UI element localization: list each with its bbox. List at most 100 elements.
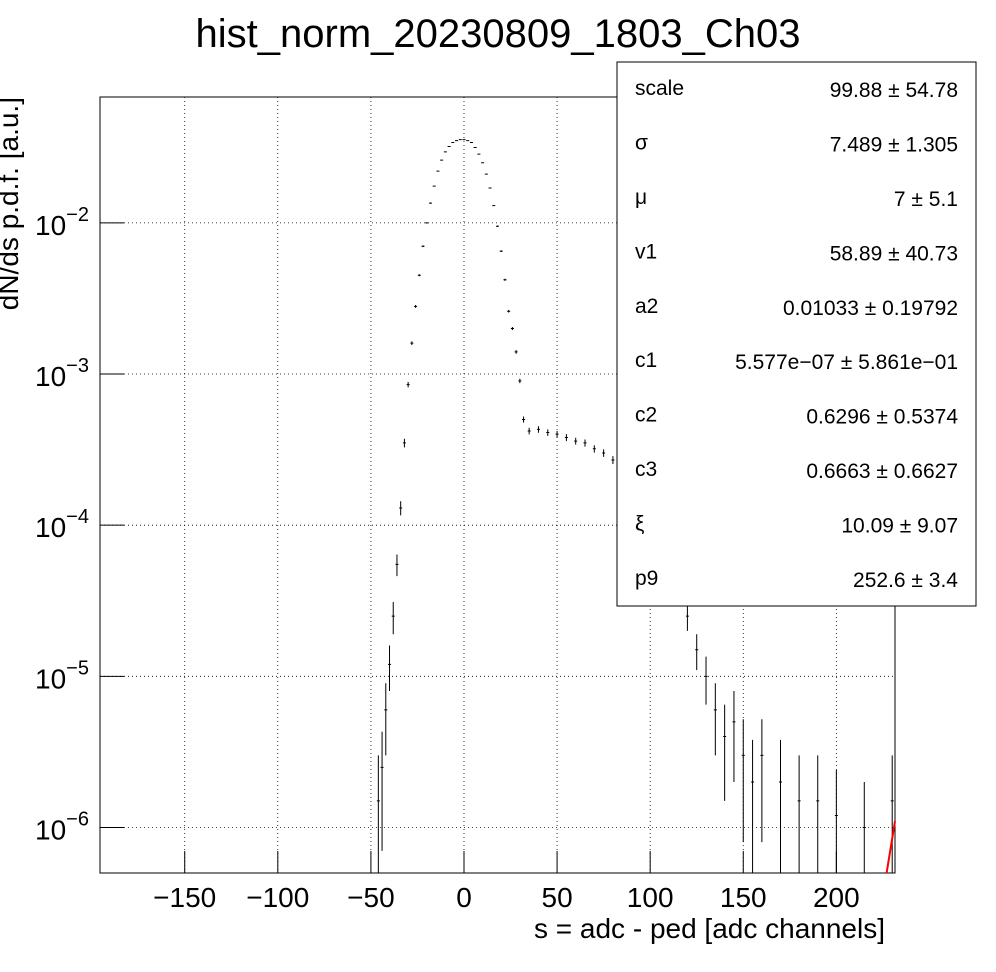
stats-box: [616, 61, 977, 607]
data-point: [455, 140, 459, 142]
data-point: [564, 434, 568, 442]
data-point: [514, 350, 518, 354]
data-point: [399, 501, 403, 516]
data-point: [458, 139, 462, 141]
y-tick-exponent: −5: [66, 657, 89, 679]
data-point: [447, 145, 451, 147]
x-tick-label: −50: [347, 882, 395, 913]
data-point: [536, 426, 540, 433]
y-tick-base: 10: [35, 512, 66, 543]
stats-name: v1: [635, 240, 657, 263]
data-point: [436, 170, 440, 172]
y-tick-label: 10−5: [35, 657, 89, 694]
y-tick-exponent: −6: [66, 808, 89, 830]
data-point: [503, 278, 507, 281]
data-point: [425, 222, 429, 224]
stats-value: 7.489 ± 1.305: [830, 134, 958, 157]
data-point: [488, 187, 492, 189]
stats-value: 7 ± 5.1: [894, 188, 958, 211]
data-point: [546, 429, 550, 436]
data-point: [602, 449, 606, 457]
fit-curve: [885, 821, 896, 874]
x-axis-label: s = adc - ped [adc channels]: [534, 913, 885, 944]
data-point: [481, 162, 485, 164]
data-point: [388, 645, 392, 691]
y-tick-label: 10−4: [35, 506, 89, 543]
data-point: [713, 683, 717, 756]
x-tick-label: 200: [813, 882, 860, 913]
stats-name: σ: [635, 132, 648, 155]
y-tick-exponent: −4: [66, 506, 89, 528]
data-point: [428, 202, 432, 204]
data-point: [890, 755, 894, 873]
data-point: [477, 153, 481, 155]
data-point: [421, 245, 425, 248]
data-point: [522, 416, 526, 423]
x-tick-label: 50: [542, 882, 573, 913]
data-point: [462, 139, 466, 141]
data-point: [518, 378, 522, 384]
stats-name: c1: [635, 349, 657, 372]
data-point: [395, 554, 399, 577]
data-point: [402, 438, 406, 448]
data-point: [440, 159, 444, 161]
y-tick-base: 10: [35, 814, 66, 845]
stats-name: p9: [635, 567, 658, 590]
data-point: [760, 719, 764, 843]
stats-value: 99.88 ± 54.78: [830, 79, 958, 102]
stats-name: c3: [635, 458, 657, 481]
y-tick-label: 10−6: [35, 808, 89, 845]
data-point: [695, 634, 699, 671]
y-tick-base: 10: [35, 361, 66, 392]
data-point: [406, 382, 410, 388]
data-point: [451, 142, 455, 144]
data-point: [816, 755, 820, 873]
data-point: [507, 310, 511, 313]
data-point: [862, 781, 866, 873]
data-point: [492, 205, 496, 207]
data-point: [751, 739, 755, 873]
data-point: [723, 704, 727, 801]
data-point: [499, 250, 503, 252]
data-point: [583, 439, 587, 447]
data-point: [443, 151, 447, 153]
x-tick-label: −100: [246, 882, 309, 913]
data-point: [732, 690, 736, 782]
data-point: [510, 327, 514, 330]
x-tick-label: 150: [720, 882, 767, 913]
data-point: [414, 305, 418, 308]
data-point: [469, 142, 473, 144]
stats-name: ξ: [635, 512, 644, 535]
data-point: [432, 185, 436, 187]
data-point: [704, 656, 708, 705]
stats-value: 0.6663 ± 0.6627: [806, 460, 958, 483]
stats-value: 10.09 ± 9.07: [841, 514, 958, 537]
data-point: [410, 341, 414, 346]
data-point: [834, 770, 838, 873]
stats-name: scale: [635, 77, 684, 100]
data-point: [466, 140, 470, 142]
x-tick-label: −150: [153, 882, 216, 913]
y-tick-base: 10: [35, 210, 66, 241]
stats-value: 5.577e−07 ± 5.861e−01: [735, 351, 958, 374]
stats-name: μ: [635, 186, 647, 209]
stats-value: 0.01033 ± 0.19792: [783, 297, 958, 320]
data-point: [555, 430, 559, 438]
y-tick-exponent: −3: [66, 355, 89, 377]
y-tick-label: 10−3: [35, 355, 89, 392]
stats-value: 252.6 ± 3.4: [853, 569, 958, 592]
stats-value: 58.89 ± 40.73: [830, 242, 958, 265]
data-point: [592, 445, 596, 453]
data-point: [574, 437, 578, 445]
data-point: [380, 731, 384, 851]
data-point: [484, 173, 488, 175]
data-point: [496, 225, 499, 227]
data-point: [797, 755, 801, 873]
y-axis-label: dN/ds p.d.f. [a.u.]: [0, 97, 24, 310]
x-tick-label: 0: [456, 882, 472, 913]
stats-name: c2: [635, 404, 657, 427]
data-point: [391, 602, 395, 635]
data-point: [778, 739, 782, 873]
x-tick-label: 100: [627, 882, 674, 913]
